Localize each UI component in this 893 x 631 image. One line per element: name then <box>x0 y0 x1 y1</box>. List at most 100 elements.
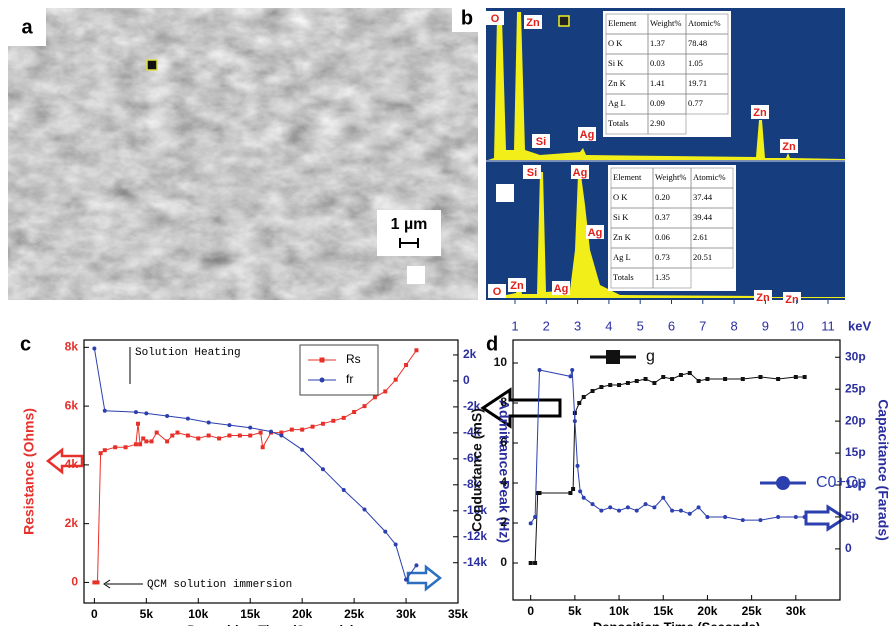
peak-label: O <box>493 286 502 298</box>
peak-label: Ag <box>580 129 595 141</box>
marker <box>311 425 315 429</box>
marker <box>99 451 103 455</box>
x-tick-label: 2 <box>543 318 550 333</box>
x-tick-label: 7 <box>699 318 706 333</box>
marker <box>96 580 100 584</box>
panel-label: d <box>486 333 498 355</box>
y-tick-label: 0 <box>71 575 78 589</box>
marker <box>321 467 325 471</box>
table-text: 2.90 <box>650 118 665 128</box>
peak-label: Zn <box>753 107 767 119</box>
x-tick-label: 20k <box>292 607 312 621</box>
peak-label: Zn <box>782 141 796 153</box>
y-tick-label: 4k <box>65 457 79 471</box>
marker <box>207 434 211 438</box>
marker <box>300 428 304 432</box>
marker <box>394 543 398 547</box>
marker <box>170 434 174 438</box>
marker <box>373 395 377 399</box>
marker <box>533 515 537 519</box>
marker <box>670 509 674 513</box>
sem-texture <box>8 8 478 300</box>
table-text: Ag L <box>608 98 626 108</box>
marker <box>227 434 231 438</box>
marker <box>617 383 621 387</box>
marker <box>165 414 169 418</box>
annotation: Solution Heating <box>135 347 241 359</box>
marker <box>248 426 252 430</box>
marker <box>606 350 620 364</box>
marker <box>758 375 762 379</box>
table-text: Ag L <box>613 252 631 262</box>
marker <box>688 512 692 516</box>
marker <box>794 375 798 379</box>
y2-tick-label: 5p <box>845 509 859 523</box>
x-tick-label: 6 <box>668 318 675 333</box>
marker <box>776 377 780 381</box>
y-tick-label: 2 <box>500 515 507 529</box>
marker <box>652 505 656 509</box>
y2-tick-label: -14k <box>463 555 487 569</box>
marker <box>103 409 107 413</box>
marker <box>404 363 408 367</box>
white-square <box>496 184 514 202</box>
marker <box>320 358 325 363</box>
x-tick-label: 10 <box>789 318 803 333</box>
marker <box>279 433 283 437</box>
marker <box>144 439 148 443</box>
scale-bar-label: 1 µm <box>391 216 428 233</box>
table-text: 2.61 <box>693 232 708 242</box>
marker <box>363 404 367 408</box>
marker <box>776 515 780 519</box>
x-tick-label: 35k <box>448 607 468 621</box>
arrow-right <box>806 507 845 529</box>
table-text: 1.37 <box>650 38 665 48</box>
marker <box>608 505 612 509</box>
y-tick-label: 10 <box>494 355 508 369</box>
page: {"panel_a": {"label": "a", "scale_bar": … <box>0 0 893 631</box>
marker <box>248 434 252 438</box>
marker <box>259 431 263 435</box>
figure: a 1 µm b OZnSiAgZnZnSiAgAgOZnAgZnZnEleme… <box>0 0 893 626</box>
marker <box>261 445 265 449</box>
marker <box>290 428 294 432</box>
legend-label: Rs <box>346 352 361 366</box>
y-tick-label: 6k <box>65 398 79 412</box>
y2-tick-label: 2k <box>463 347 477 361</box>
annotation: QCM solution immersion <box>147 579 292 591</box>
peak-label: Zn <box>510 280 524 292</box>
marker <box>758 518 762 522</box>
marker <box>136 422 140 426</box>
marker <box>269 430 273 434</box>
marker <box>644 502 648 506</box>
x-tick-label: 25k <box>742 604 762 618</box>
panel-label: a <box>21 16 33 38</box>
y2-tick-label: 15p <box>845 445 866 459</box>
y2-tick-label: 0 <box>845 541 852 555</box>
spot-marker <box>559 16 569 26</box>
marker <box>196 436 200 440</box>
x-tick-label: 15k <box>240 607 260 621</box>
peak-label: Ag <box>588 227 603 239</box>
marker <box>394 378 398 382</box>
x-tick-label: 5k <box>140 607 154 621</box>
marker <box>538 368 542 372</box>
x-tick-label: 9 <box>762 318 769 333</box>
x-axis-title: Deposition Time (Seconds) <box>187 622 354 626</box>
x-unit: keV <box>848 318 871 333</box>
series-line <box>531 373 805 563</box>
marker <box>617 509 621 513</box>
table-text: Zn K <box>608 78 627 88</box>
marker <box>679 509 683 513</box>
marker <box>635 379 639 383</box>
spot-marker <box>147 60 157 70</box>
arrow-left <box>483 390 560 426</box>
table-text: Si K <box>608 58 624 68</box>
table-text: Si K <box>613 212 629 222</box>
marker <box>571 487 575 491</box>
marker <box>803 515 807 519</box>
marker <box>352 410 356 414</box>
x-tick-label: 30k <box>786 604 806 618</box>
table-text: Atomic% <box>688 18 721 28</box>
y-axis-title: Conductance (mS) <box>469 408 485 532</box>
